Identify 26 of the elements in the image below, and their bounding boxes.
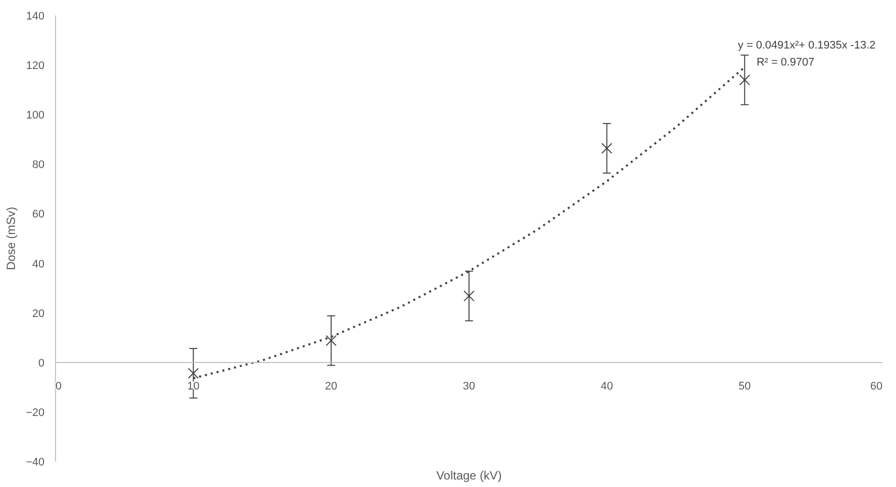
y-tick-label: 40 bbox=[32, 258, 45, 270]
x-tick-label: 30 bbox=[462, 380, 476, 392]
x-tick-label: 60 bbox=[870, 380, 883, 392]
y-tick-label: 100 bbox=[26, 110, 45, 122]
x-tick-label: 20 bbox=[325, 380, 338, 392]
y-tick-label: 60 bbox=[32, 208, 45, 221]
x-axis-title: Voltage (kV) bbox=[436, 468, 502, 482]
annotation: y = 0.0491x²+ 0.1935x -13.2 bbox=[738, 40, 876, 52]
point bbox=[326, 335, 337, 346]
point bbox=[464, 290, 474, 302]
point bbox=[188, 368, 199, 379]
point bbox=[601, 142, 612, 154]
y-tick-label: 0 bbox=[38, 357, 45, 370]
point bbox=[739, 74, 750, 86]
y-tick-label: 80 bbox=[32, 159, 45, 172]
x-tick-label: 10 bbox=[187, 380, 200, 392]
x-tick-label: 50 bbox=[738, 380, 751, 392]
x-tick-label: 40 bbox=[600, 380, 613, 392]
y-axis-title: Dose (mSv) bbox=[4, 206, 18, 270]
y-tick-label: 120 bbox=[26, 60, 45, 72]
x-tick-label: 0 bbox=[56, 380, 62, 392]
annotation: R² = 0.9707 bbox=[756, 56, 814, 68]
y-tick-label: −20 bbox=[26, 406, 45, 419]
y-tick-label: 20 bbox=[32, 308, 45, 320]
y-tick-label: −40 bbox=[26, 456, 45, 468]
y-tick-label: 140 bbox=[26, 10, 45, 22]
